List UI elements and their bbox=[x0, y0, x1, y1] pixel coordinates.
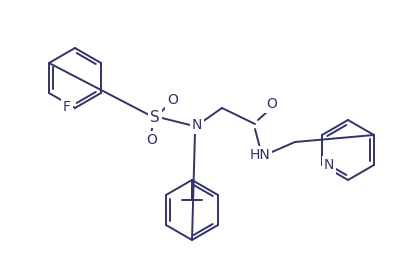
Text: O: O bbox=[147, 133, 158, 147]
Text: O: O bbox=[167, 93, 179, 107]
Text: N: N bbox=[192, 118, 202, 132]
Text: S: S bbox=[150, 111, 160, 125]
Text: HN: HN bbox=[250, 148, 270, 162]
Text: O: O bbox=[267, 97, 277, 111]
Text: F: F bbox=[63, 100, 71, 114]
Text: N: N bbox=[324, 158, 334, 172]
